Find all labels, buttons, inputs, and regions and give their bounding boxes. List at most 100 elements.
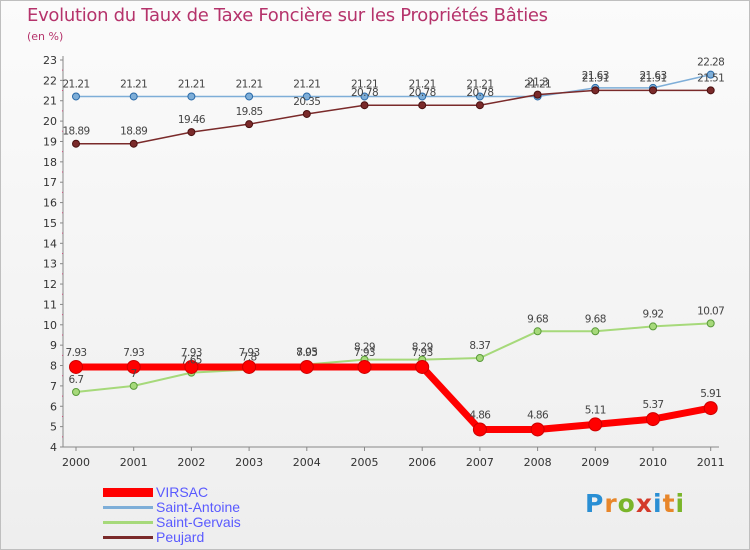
data-label-peujard: 19.85 xyxy=(236,106,263,118)
data-label-peujard: 20.78 xyxy=(466,87,493,99)
x-tick-label: 2005 xyxy=(351,456,379,469)
legend-label-saint-gervais: Saint-Gervais xyxy=(156,514,241,530)
x-tick-label: 2004 xyxy=(293,456,321,469)
data-point-peujard xyxy=(591,86,600,95)
legend-label-virsac: VIRSAC xyxy=(156,484,209,500)
x-tick-label: 2009 xyxy=(581,456,609,469)
data-point-virsac xyxy=(588,417,603,432)
data-label-peujard: 21.51 xyxy=(697,72,724,84)
legend-swatch-virsac xyxy=(103,488,153,497)
y-tick-label: 21 xyxy=(43,95,57,108)
data-point-peujard xyxy=(302,109,311,118)
legend-item-peujard: Peujard xyxy=(103,530,241,545)
data-label-virsac: 7.93 xyxy=(123,347,144,359)
y-tick-label: 13 xyxy=(43,258,57,271)
data-label-peujard: 18.89 xyxy=(120,126,147,138)
data-point-virsac xyxy=(530,422,545,437)
data-point-saint-gervais xyxy=(475,353,484,362)
x-tick-label: 2008 xyxy=(524,456,552,469)
data-label-saint-gervais: 8.05 xyxy=(296,347,317,359)
data-label-virsac: 4.86 xyxy=(527,409,549,421)
legend-item-virsac: VIRSAC xyxy=(103,485,241,500)
data-point-saint-gervais xyxy=(129,381,138,390)
data-point-saint-antoine xyxy=(245,92,254,101)
data-point-saint-antoine xyxy=(706,70,715,79)
data-point-virsac xyxy=(126,359,141,374)
logo-letter: t xyxy=(662,489,676,518)
legend-item-saint-gervais: Saint-Gervais xyxy=(103,515,241,530)
x-tick-label: 2010 xyxy=(639,456,667,469)
data-label-saint-gervais: 7.65 xyxy=(181,355,202,367)
data-point-saint-antoine xyxy=(187,92,196,101)
series-line-peujard xyxy=(75,89,712,145)
data-label-peujard: 20.78 xyxy=(409,87,436,99)
data-label-saint-antoine: 22.28 xyxy=(697,57,724,69)
data-label-saint-antoine: 21.21 xyxy=(236,78,263,90)
data-point-virsac xyxy=(703,401,718,416)
data-point-saint-gervais xyxy=(72,388,80,397)
y-tick-label: 18 xyxy=(43,156,57,169)
legend-label-peujard: Peujard xyxy=(156,529,205,545)
legend-swatch-saint-gervais xyxy=(103,521,153,524)
data-label-virsac: 7.93 xyxy=(296,347,317,359)
data-label-virsac: 7.93 xyxy=(412,347,433,359)
y-tick-label: 17 xyxy=(43,176,57,189)
data-point-peujard xyxy=(245,120,254,129)
data-label-peujard: 21.51 xyxy=(582,72,609,84)
data-label-saint-gervais: 7.8 xyxy=(242,352,257,364)
data-label-saint-antoine: 21.21 xyxy=(62,78,89,90)
x-tick-label: 2000 xyxy=(62,456,90,469)
data-point-virsac xyxy=(646,412,660,427)
data-label-saint-gervais: 7 xyxy=(131,368,137,380)
y-tick-label: 15 xyxy=(43,217,57,230)
data-label-saint-antoine: 21.21 xyxy=(351,78,378,90)
data-label-virsac: 5.11 xyxy=(585,404,606,416)
data-point-peujard xyxy=(187,128,196,137)
y-tick-label: 6 xyxy=(50,400,57,413)
data-point-saint-gervais xyxy=(706,319,715,328)
data-label-virsac: 5.91 xyxy=(700,388,721,400)
y-tick-label: 23 xyxy=(43,54,57,67)
data-point-peujard xyxy=(129,139,138,148)
x-tick-label: 2011 xyxy=(697,456,725,469)
logo-letter: r xyxy=(604,489,618,518)
y-tick-label: 11 xyxy=(43,298,57,311)
data-label-saint-antoine: 21.21 xyxy=(466,78,493,90)
data-label-saint-gervais: 8.29 xyxy=(354,342,375,354)
data-point-saint-antoine xyxy=(360,92,369,101)
data-point-saint-gervais xyxy=(591,327,600,336)
x-tick-label: 2001 xyxy=(120,456,148,469)
data-label-saint-antoine: 21.21 xyxy=(120,78,147,90)
data-point-virsac xyxy=(357,359,372,374)
y-tick-label: 4 xyxy=(50,441,57,454)
data-label-virsac: 7.93 xyxy=(66,347,87,359)
data-point-peujard xyxy=(360,101,369,110)
data-label-peujard: 18.89 xyxy=(62,126,89,138)
series-line-virsac xyxy=(72,363,715,433)
y-tick-label: 5 xyxy=(50,421,57,434)
series-line-saint-gervais xyxy=(75,322,712,394)
data-label-saint-antoine: 21.21 xyxy=(524,78,551,90)
data-label-saint-antoine: 21.63 xyxy=(582,70,609,82)
y-tick-label: 20 xyxy=(43,115,57,128)
x-tick-label: 2006 xyxy=(408,456,436,469)
data-label-saint-gervais: 9.68 xyxy=(527,313,548,325)
data-label-saint-gervais: 6.7 xyxy=(69,374,84,386)
data-label-saint-antoine: 21.21 xyxy=(409,78,436,90)
data-point-peujard xyxy=(418,101,427,110)
data-label-peujard: 21.3 xyxy=(527,77,548,89)
x-tick-label: 2003 xyxy=(235,456,263,469)
y-tick-label: 14 xyxy=(43,237,57,250)
logo-letter: i xyxy=(653,489,663,518)
data-label-saint-gervais: 9.92 xyxy=(643,308,664,320)
data-point-saint-antoine xyxy=(72,92,80,101)
data-label-peujard: 21.51 xyxy=(639,72,666,84)
data-label-virsac: 7.93 xyxy=(354,347,375,359)
data-point-peujard xyxy=(706,86,715,95)
data-point-saint-gervais xyxy=(533,327,542,336)
data-point-peujard xyxy=(533,90,542,99)
series-line-saint-antoine xyxy=(75,73,712,98)
legend: VIRSAC Saint-Antoine Saint-Gervais Peuja… xyxy=(103,485,241,545)
